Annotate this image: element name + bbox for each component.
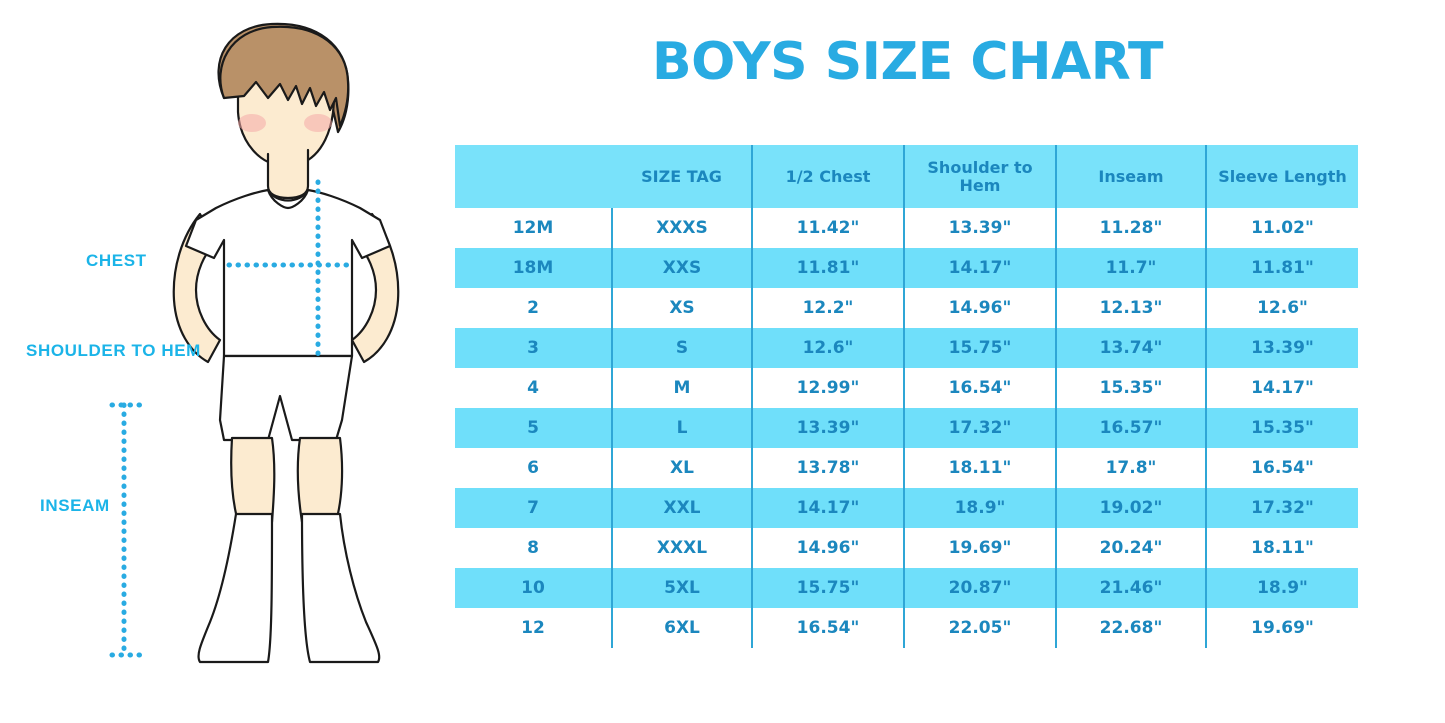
- cell-size_tag: S: [612, 328, 753, 368]
- cell-size: 5: [455, 408, 613, 448]
- cell-half_chest: 11.42": [752, 208, 905, 248]
- boy-figure-icon: [109, 22, 400, 664]
- cell-inseam: 12.13": [1056, 288, 1207, 328]
- shoulder-to-hem-label: SHOULDER TO HEM: [26, 341, 201, 360]
- table-row: 12 6XL 16.54" 22.05" 22.68" 19.69": [455, 608, 1358, 648]
- cell-size_tag: XXXS: [612, 208, 753, 248]
- cell-shoulder_to_hem: 16.54": [904, 368, 1057, 408]
- table-row: 12M XXXS 11.42" 13.39" 11.28" 11.02": [455, 208, 1358, 248]
- table-row: 10 5XL 15.75" 20.87" 21.46" 18.9": [455, 568, 1358, 608]
- cell-shoulder_to_hem: 22.05": [904, 608, 1057, 648]
- size-chart-table: SIZE TAG 1/2 Chest Shoulder to Hem Insea…: [455, 145, 1358, 648]
- cell-size: 8: [455, 528, 613, 568]
- table-row: 3 S 12.6" 15.75" 13.74" 13.39": [455, 328, 1358, 368]
- cell-sleeve_length: 12.6": [1206, 288, 1358, 328]
- table-row: 4 M 12.99" 16.54" 15.35" 14.17": [455, 368, 1358, 408]
- table-row: 18M XXS 11.81" 14.17" 11.7" 11.81": [455, 248, 1358, 288]
- cell-shoulder_to_hem: 13.39": [904, 208, 1057, 248]
- cell-sleeve_length: 19.69": [1206, 608, 1358, 648]
- cell-sleeve_length: 13.39": [1206, 328, 1358, 368]
- cell-inseam: 19.02": [1056, 488, 1207, 528]
- cell-size_tag: 6XL: [612, 608, 753, 648]
- cell-inseam: 15.35": [1056, 368, 1207, 408]
- cell-sleeve_length: 16.54": [1206, 448, 1358, 488]
- cell-half_chest: 12.6": [752, 328, 905, 368]
- cell-sleeve_length: 11.81": [1206, 248, 1358, 288]
- cell-sleeve_length: 17.32": [1206, 488, 1358, 528]
- cell-size: 18M: [455, 248, 613, 288]
- table-row: 2 XS 12.2" 14.96" 12.13" 12.6": [455, 288, 1358, 328]
- column-header-half-chest: 1/2 Chest: [752, 145, 905, 208]
- cell-size_tag: M: [612, 368, 753, 408]
- cell-inseam: 20.24": [1056, 528, 1207, 568]
- cell-shoulder_to_hem: 19.69": [904, 528, 1057, 568]
- cell-sleeve_length: 14.17": [1206, 368, 1358, 408]
- cell-size_tag: XL: [612, 448, 753, 488]
- cell-sleeve_length: 18.11": [1206, 528, 1358, 568]
- cell-inseam: 11.7": [1056, 248, 1207, 288]
- cell-shoulder_to_hem: 15.75": [904, 328, 1057, 368]
- inseam-label: INSEAM: [40, 496, 110, 515]
- cell-shoulder_to_hem: 14.17": [904, 248, 1057, 288]
- cell-size_tag: XXL: [612, 488, 753, 528]
- cell-inseam: 16.57": [1056, 408, 1207, 448]
- table-body: 12M XXXS 11.42" 13.39" 11.28" 11.02" 18M XXS 11.…: [455, 208, 1358, 648]
- cell-half_chest: 12.99": [752, 368, 905, 408]
- cell-shoulder_to_hem: 18.9": [904, 488, 1057, 528]
- page-title: BOYS SIZE CHART: [652, 32, 1163, 92]
- cell-half_chest: 13.39": [752, 408, 905, 448]
- cell-half_chest: 14.96": [752, 528, 905, 568]
- cell-size: 12: [455, 608, 613, 648]
- cell-shoulder_to_hem: 18.11": [904, 448, 1057, 488]
- column-header-shoulder-to-hem: Shoulder to Hem: [904, 145, 1057, 208]
- cell-inseam: 17.8": [1056, 448, 1207, 488]
- cell-shoulder_to_hem: 20.87": [904, 568, 1057, 608]
- cell-size: 7: [455, 488, 613, 528]
- cell-size_tag: XS: [612, 288, 753, 328]
- cell-size: 6: [455, 448, 613, 488]
- column-header-sleeve-length: Sleeve Length: [1206, 145, 1358, 208]
- cell-size: 2: [455, 288, 613, 328]
- boy-illustration-panel: CHEST SHOULDER TO HEM INSEAM: [0, 0, 455, 723]
- column-header-size-tag: SIZE TAG: [612, 145, 753, 208]
- cell-size: 12M: [455, 208, 613, 248]
- cell-size_tag: XXXL: [612, 528, 753, 568]
- cell-size_tag: 5XL: [612, 568, 753, 608]
- cell-size: 4: [455, 368, 613, 408]
- cell-half_chest: 11.81": [752, 248, 905, 288]
- cell-size_tag: XXS: [612, 248, 753, 288]
- table-row: 8 XXXL 14.96" 19.69" 20.24" 18.11": [455, 528, 1358, 568]
- table-row: 6 XL 13.78" 18.11" 17.8" 16.54": [455, 448, 1358, 488]
- cell-half_chest: 16.54": [752, 608, 905, 648]
- column-header-size: [455, 145, 612, 208]
- table-header-row: SIZE TAG 1/2 Chest Shoulder to Hem Insea…: [455, 145, 1358, 208]
- cell-half_chest: 13.78": [752, 448, 905, 488]
- cell-sleeve_length: 15.35": [1206, 408, 1358, 448]
- table-row: 7 XXL 14.17" 18.9" 19.02" 17.32": [455, 488, 1358, 528]
- cell-half_chest: 14.17": [752, 488, 905, 528]
- cell-inseam: 22.68": [1056, 608, 1207, 648]
- cell-inseam: 21.46": [1056, 568, 1207, 608]
- cell-inseam: 13.74": [1056, 328, 1207, 368]
- column-header-inseam: Inseam: [1056, 145, 1207, 208]
- cell-shoulder_to_hem: 14.96": [904, 288, 1057, 328]
- cell-inseam: 11.28": [1056, 208, 1207, 248]
- cell-size: 3: [455, 328, 613, 368]
- cell-half_chest: 15.75": [752, 568, 905, 608]
- cell-size_tag: L: [612, 408, 753, 448]
- table-row: 5 L 13.39" 17.32" 16.57" 15.35": [455, 408, 1358, 448]
- cell-shoulder_to_hem: 17.32": [904, 408, 1057, 448]
- cell-sleeve_length: 18.9": [1206, 568, 1358, 608]
- cell-half_chest: 12.2": [752, 288, 905, 328]
- table-header: SIZE TAG 1/2 Chest Shoulder to Hem Insea…: [455, 145, 1358, 208]
- cell-size: 10: [455, 568, 613, 608]
- cell-sleeve_length: 11.02": [1206, 208, 1358, 248]
- chest-label: CHEST: [86, 251, 147, 270]
